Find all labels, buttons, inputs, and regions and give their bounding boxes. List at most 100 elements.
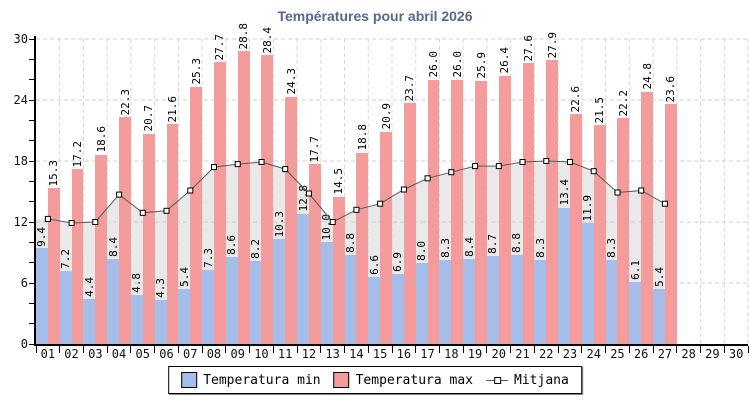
bar-max-value-label: 22.3 xyxy=(118,88,132,116)
bar-max-value-label: 25.3 xyxy=(189,58,203,85)
bar-min-value-label: 13.4 xyxy=(557,179,571,206)
x-tick xyxy=(415,346,417,353)
bar-min-value-label: 8.8 xyxy=(343,232,357,253)
x-tick-label: 08 xyxy=(206,347,222,361)
x-tick xyxy=(35,346,37,353)
bar-max-value-label: 20.9 xyxy=(379,103,393,130)
bar-min xyxy=(463,258,476,344)
bar-max xyxy=(261,55,274,344)
bar-max-value-label: 23.7 xyxy=(403,74,417,102)
bar-min xyxy=(653,289,665,344)
bar-max xyxy=(380,131,392,344)
plot-area: 9.4 7.2 4.4 8.4 4.8 4.3 5.4 7.3 8.6 8.2 10.3 12.8 10… xyxy=(35,23,749,344)
bar-min-value-label: 6.6 xyxy=(367,255,381,275)
y-tick xyxy=(29,302,34,304)
bar-max xyxy=(308,164,321,344)
bar-max xyxy=(403,103,416,344)
bar-max-value-label: 21.5 xyxy=(593,96,607,124)
x-tick xyxy=(177,346,179,353)
x-tick xyxy=(652,346,654,353)
bar-min-value-label: 8.8 xyxy=(510,232,524,253)
y-tick-label: 12 xyxy=(13,215,28,229)
x-tick-label: 30 xyxy=(728,347,744,361)
bar-max-value-label: 26.0 xyxy=(450,51,464,78)
y-tick xyxy=(29,160,34,162)
bar-max-value-label: 20.7 xyxy=(142,105,156,132)
x-tick xyxy=(296,346,298,353)
bar-min xyxy=(558,207,570,344)
bar-min-value-label: 8.3 xyxy=(438,237,452,258)
bar-min-value-label: 9.4 xyxy=(35,226,49,247)
bar-min-value-label: 8.3 xyxy=(605,237,619,258)
bar-min xyxy=(486,255,499,344)
x-tick xyxy=(59,346,61,353)
bar-max-value-label: 15.3 xyxy=(47,159,61,187)
y-tick xyxy=(29,79,34,81)
x-tick xyxy=(344,346,345,353)
y-tick xyxy=(29,282,34,284)
bar-max xyxy=(593,125,606,344)
bar-max xyxy=(570,114,582,344)
y-tick xyxy=(29,119,34,121)
bar-min xyxy=(225,256,238,344)
bar-min-value-label: 8.4 xyxy=(106,236,120,257)
x-tick-label: 22 xyxy=(539,347,554,361)
bar-max-value-label: 22.6 xyxy=(569,85,583,113)
y-tick-label: 6 xyxy=(20,276,28,290)
bar-max xyxy=(47,188,60,344)
x-tick xyxy=(249,346,251,353)
x-tick xyxy=(272,346,274,353)
bar-max xyxy=(166,124,179,344)
x-tick-label: 27 xyxy=(657,347,673,361)
y-axis xyxy=(34,36,36,346)
bar-min-value-label: 6.9 xyxy=(391,251,405,272)
x-tick xyxy=(486,346,488,353)
bar-min xyxy=(178,289,191,344)
bar-min-value-label: 5.4 xyxy=(177,267,191,288)
bar-min xyxy=(83,299,96,344)
bar-min-value-label: 4.8 xyxy=(130,273,144,294)
bar-max xyxy=(451,79,464,344)
bar-max xyxy=(427,79,440,344)
y-tick xyxy=(29,323,34,325)
legend-label-min: Temperatura min xyxy=(203,372,321,388)
bar-max-value-label: 28.4 xyxy=(260,26,274,54)
x-tick-label: 20 xyxy=(491,347,506,361)
bar-min-value-label: 8.0 xyxy=(415,240,429,261)
chart-title: Températures pour abril 2026 xyxy=(277,8,473,24)
x-tick-label: 19 xyxy=(467,347,483,361)
y-tick xyxy=(29,262,34,264)
x-tick-label: 14 xyxy=(349,347,364,361)
bar-min xyxy=(581,223,594,344)
marker-square xyxy=(494,377,502,384)
x-tick-label: 06 xyxy=(159,347,174,361)
x-tick xyxy=(225,346,227,353)
bar-max-value-label: 23.6 xyxy=(664,75,678,103)
legend-item-mitjana: Mitjana xyxy=(486,373,569,388)
bar-max xyxy=(95,154,108,344)
bar-max-value-label: 26.4 xyxy=(498,47,512,74)
bar-min xyxy=(629,281,642,344)
x-tick-label: 23 xyxy=(562,347,578,361)
y-tick xyxy=(29,99,34,101)
bar-max xyxy=(214,62,226,344)
y-tick xyxy=(29,38,34,40)
x-tick-label: 12 xyxy=(301,347,317,361)
x-axis xyxy=(34,344,748,346)
y-tick-label: 0 xyxy=(20,337,28,351)
y-tick xyxy=(29,221,34,223)
bar-min xyxy=(249,260,262,344)
bar-max-value-label: 14.5 xyxy=(332,168,346,195)
bar-min xyxy=(154,300,167,344)
bar-min xyxy=(36,248,48,344)
bar-max xyxy=(546,60,559,344)
bar-min-value-label: 12.8 xyxy=(296,185,310,212)
legend: Temperatura min Temperatura max Mitjana xyxy=(168,366,582,394)
bar-min xyxy=(510,254,523,344)
bar-min xyxy=(320,242,333,344)
bar-min-value-label: 8.7 xyxy=(486,233,500,254)
bar-min xyxy=(273,239,286,344)
bar-min xyxy=(392,273,404,344)
bar-max xyxy=(356,152,369,344)
